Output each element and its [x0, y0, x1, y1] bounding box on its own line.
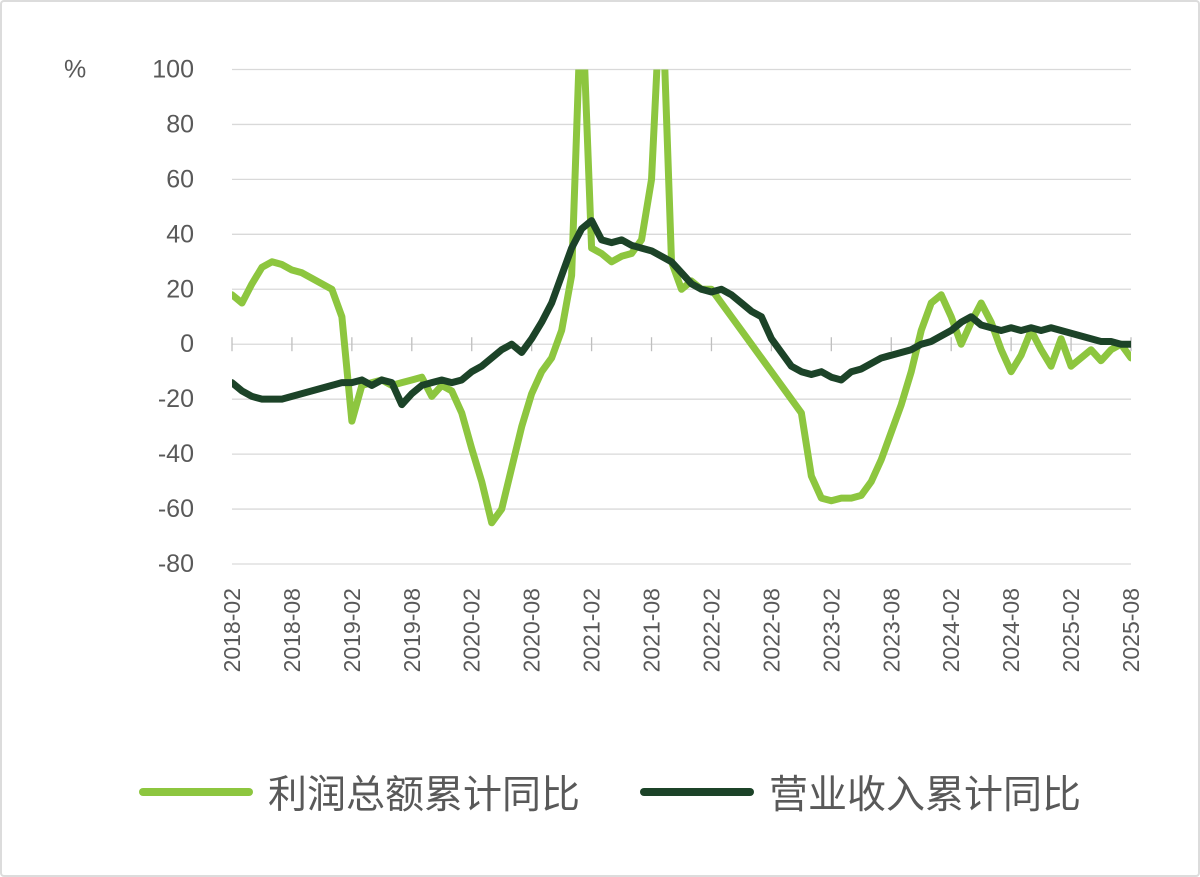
svg-text:0: 0: [180, 330, 194, 358]
svg-text:2018-08: 2018-08: [279, 588, 305, 672]
svg-text:2019-02: 2019-02: [339, 588, 365, 672]
svg-text:-60: -60: [158, 495, 194, 523]
svg-text:2021-08: 2021-08: [639, 588, 665, 672]
svg-text:-40: -40: [158, 440, 194, 468]
svg-text:40: 40: [166, 220, 194, 248]
svg-text:-80: -80: [158, 550, 194, 578]
svg-text:2020-02: 2020-02: [459, 588, 485, 672]
svg-text:80: 80: [166, 110, 194, 138]
svg-text:2020-08: 2020-08: [519, 588, 545, 672]
svg-text:2021-02: 2021-02: [579, 588, 605, 672]
svg-text:2025-02: 2025-02: [1058, 588, 1084, 672]
svg-text:2023-02: 2023-02: [818, 588, 844, 672]
svg-text:2022-02: 2022-02: [698, 588, 724, 672]
svg-text:2023-08: 2023-08: [878, 588, 904, 672]
svg-text:2024-08: 2024-08: [998, 588, 1024, 672]
svg-text:2022-08: 2022-08: [758, 588, 784, 672]
svg-text:%: %: [64, 56, 86, 84]
svg-text:60: 60: [166, 165, 194, 193]
svg-text:20: 20: [166, 275, 194, 303]
svg-text:2025-08: 2025-08: [1118, 588, 1144, 672]
svg-text:-20: -20: [158, 385, 194, 413]
svg-text:2024-02: 2024-02: [938, 588, 964, 672]
svg-text:2018-02: 2018-02: [219, 588, 245, 672]
svg-text:100: 100: [152, 56, 194, 84]
svg-text:2019-08: 2019-08: [399, 588, 425, 672]
